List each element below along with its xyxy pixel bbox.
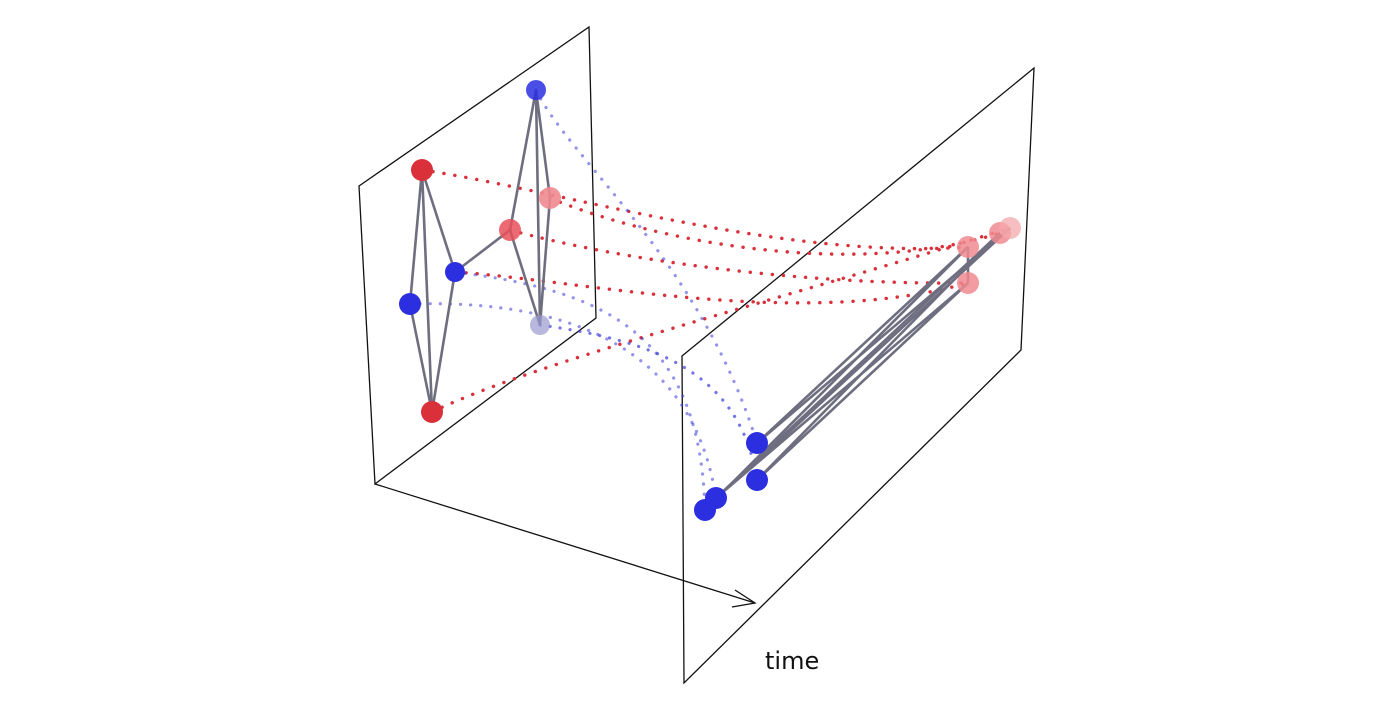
node-red-top xyxy=(411,159,433,181)
node-blue-3 xyxy=(746,432,768,454)
node-blue-left xyxy=(399,293,421,315)
node-red-faded-2 xyxy=(957,272,979,294)
node-red-faded-1 xyxy=(957,236,979,258)
right-graph-edges xyxy=(704,227,1011,511)
right-snapshot-plane xyxy=(681,66,1035,685)
node-blue-faded-bottom xyxy=(530,315,550,335)
time-axis-arrow xyxy=(374,483,757,608)
node-blue-top xyxy=(526,80,546,100)
right-graph-nodes xyxy=(694,217,1021,521)
node-blue-2 xyxy=(705,487,727,509)
time-axis-label: time xyxy=(765,647,819,675)
red-node-trajectories xyxy=(420,168,1012,414)
node-red-faded-4 xyxy=(999,217,1021,239)
node-blue-4 xyxy=(746,469,768,491)
left-snapshot-plane xyxy=(358,25,597,486)
node-red-faded-right xyxy=(539,187,561,209)
node-blue-center xyxy=(445,262,465,282)
left-graph-nodes xyxy=(399,80,561,423)
blue-node-trajectories xyxy=(408,88,759,512)
left-graph-edges xyxy=(408,89,552,413)
node-red-faded-center xyxy=(499,219,521,241)
node-red-bottom xyxy=(421,401,443,423)
